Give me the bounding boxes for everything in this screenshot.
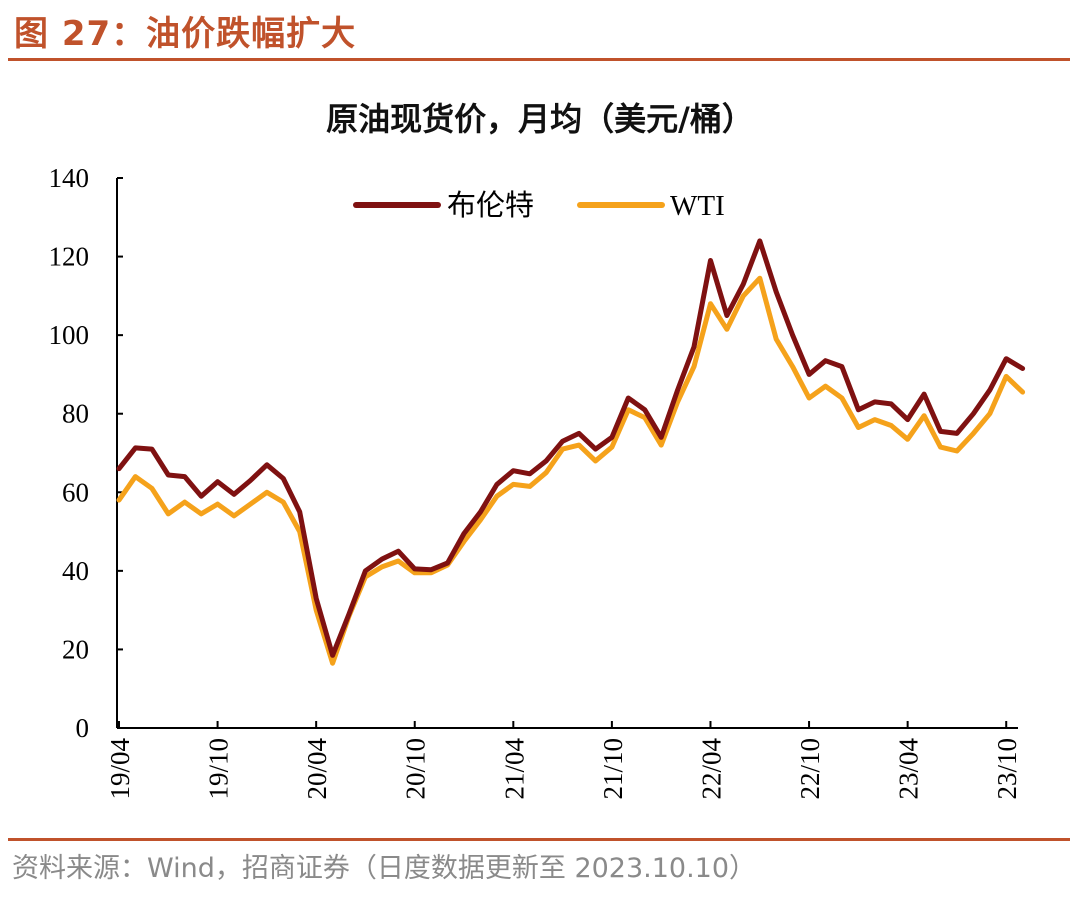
x-tick-label: 20/04 <box>302 738 332 800</box>
x-tick-label: 23/10 <box>992 738 1022 800</box>
x-tick-label: 23/04 <box>894 738 924 800</box>
x-tick-label: 21/04 <box>499 738 529 800</box>
figure-label: 图 27：油价跌幅扩大 <box>14 13 357 54</box>
chart-title: 原油现货价，月均（美元/桶） <box>326 100 754 138</box>
bottom-divider <box>8 838 1070 841</box>
wti-series-line <box>116 275 1026 666</box>
y-tick-label: 20 <box>62 634 89 664</box>
top-divider <box>8 58 1070 61</box>
x-tick-label: 20/10 <box>401 738 431 800</box>
y-tick-label: 140 <box>49 163 90 193</box>
y-tick-label: 60 <box>62 477 89 507</box>
brent-series-line <box>116 238 1026 658</box>
y-tick-label: 0 <box>76 713 90 743</box>
legend-wti-label: WTI <box>670 190 725 222</box>
y-tick-label: 40 <box>62 556 89 586</box>
x-tick-label: 19/04 <box>105 738 135 800</box>
source-note: 资料来源：Wind，招商证券（日度数据更新至 2023.10.10） <box>12 853 757 884</box>
y-tick-label: 80 <box>62 399 89 429</box>
legend-brent-label: 布伦特 <box>447 188 534 222</box>
x-tick-label: 22/10 <box>795 738 825 800</box>
figure-header: 图 27：油价跌幅扩大 <box>14 8 357 54</box>
y-tick-label: 100 <box>49 320 90 350</box>
y-tick-label: 120 <box>49 242 90 272</box>
x-tick-label: 21/10 <box>598 738 628 800</box>
x-tick-label: 22/04 <box>696 738 726 800</box>
x-tick-label: 19/10 <box>204 738 234 800</box>
